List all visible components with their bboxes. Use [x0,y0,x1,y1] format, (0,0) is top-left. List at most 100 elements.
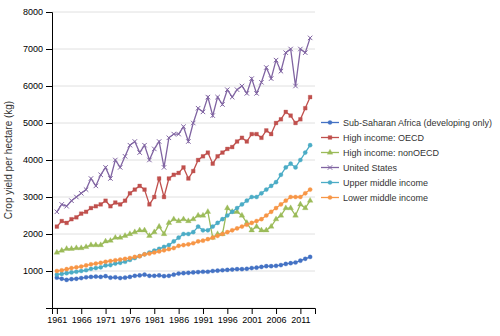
series-marker [79,191,83,195]
series-marker [143,188,147,192]
series-marker [138,184,142,188]
series-marker [298,259,302,263]
series-marker [288,205,294,210]
grid-line [52,160,315,161]
y-tick-mark [46,49,52,50]
series-marker [308,143,312,147]
series-marker [84,187,88,191]
series-marker [176,218,182,223]
series-marker [284,110,288,114]
series-marker [245,199,249,203]
series-marker [79,269,83,273]
series-marker [60,202,64,206]
x-tick-label: 1981 [145,315,165,325]
series-marker [308,36,312,40]
series-line [57,190,310,271]
series-marker [128,275,132,279]
series-marker [250,132,254,136]
series-marker [225,268,229,272]
series-marker [138,273,142,277]
series-marker [176,132,180,136]
series-marker [293,260,297,264]
series-marker [177,271,181,275]
legend-label: United States [343,163,398,173]
series-marker [230,267,234,271]
series-marker [293,84,297,88]
series-marker [215,234,219,238]
x-tick-mark [130,308,131,314]
series-marker [142,252,146,256]
legend-marker [327,149,333,154]
series [55,187,312,273]
series-marker [235,226,239,230]
series-marker [235,267,239,271]
series-marker [186,242,190,246]
series-marker [235,87,239,91]
series-marker [269,184,273,188]
series-marker [69,266,73,270]
y-tick-label: 6000 [23,81,43,91]
y-tick-mark [46,86,52,87]
series-marker [284,262,288,266]
series-marker [112,234,118,239]
series-marker [65,221,69,225]
chart: 1961196619711976198119861991199620012006… [0,0,500,336]
series-marker [308,255,312,259]
series-marker [172,239,176,243]
series-marker [239,212,245,217]
x-tick-label: 1971 [96,315,116,325]
series-marker [177,236,181,240]
series-marker [167,247,171,251]
marks [54,36,313,282]
grid-line [52,12,315,13]
series-marker [260,136,264,140]
series-marker [172,273,176,277]
y-tick: 5000 [23,118,52,128]
x-tick: 2001 [242,308,262,325]
series-marker [60,277,64,281]
x-axis: 1961196619711976198119861991199620012006… [47,308,315,325]
series-marker [289,162,293,166]
series-marker [206,270,210,274]
x-tick-label: 2001 [242,315,262,325]
series-marker [171,216,177,221]
series-marker [84,263,88,267]
legend-marker [328,180,332,184]
series-marker [245,140,249,144]
legend-item: Lower middle income [321,193,428,203]
series-marker [162,195,166,199]
series-marker [65,278,69,282]
series-marker [264,213,268,217]
series-marker [79,276,83,280]
series-marker [289,195,293,199]
series-marker [64,246,70,251]
series-marker [298,195,302,199]
y-axis-line [46,13,53,309]
grid-line [52,49,315,50]
legend-marker [328,136,332,140]
x-tick-mark [227,308,228,314]
y-tick-label: 8000 [23,7,43,17]
y-tick: 2000 [23,229,52,239]
series-marker [108,237,114,242]
series-marker [93,242,99,247]
series-marker [94,261,98,265]
series-marker [70,217,74,221]
series-marker [225,213,229,217]
series-marker [191,121,195,125]
series-marker [74,265,78,269]
series-marker [89,275,93,279]
series-marker [161,231,167,236]
legend-item: High income: nonOECD [321,148,440,158]
x-tick-label: 1991 [193,315,213,325]
series-marker [167,177,171,181]
series-marker [98,242,104,247]
series-marker [84,210,88,214]
series-marker [235,206,239,210]
series-marker [206,151,210,155]
series-marker [162,274,166,278]
series-marker [307,197,313,202]
series-marker [142,227,148,232]
series-marker [123,199,127,203]
series-marker [167,243,171,247]
